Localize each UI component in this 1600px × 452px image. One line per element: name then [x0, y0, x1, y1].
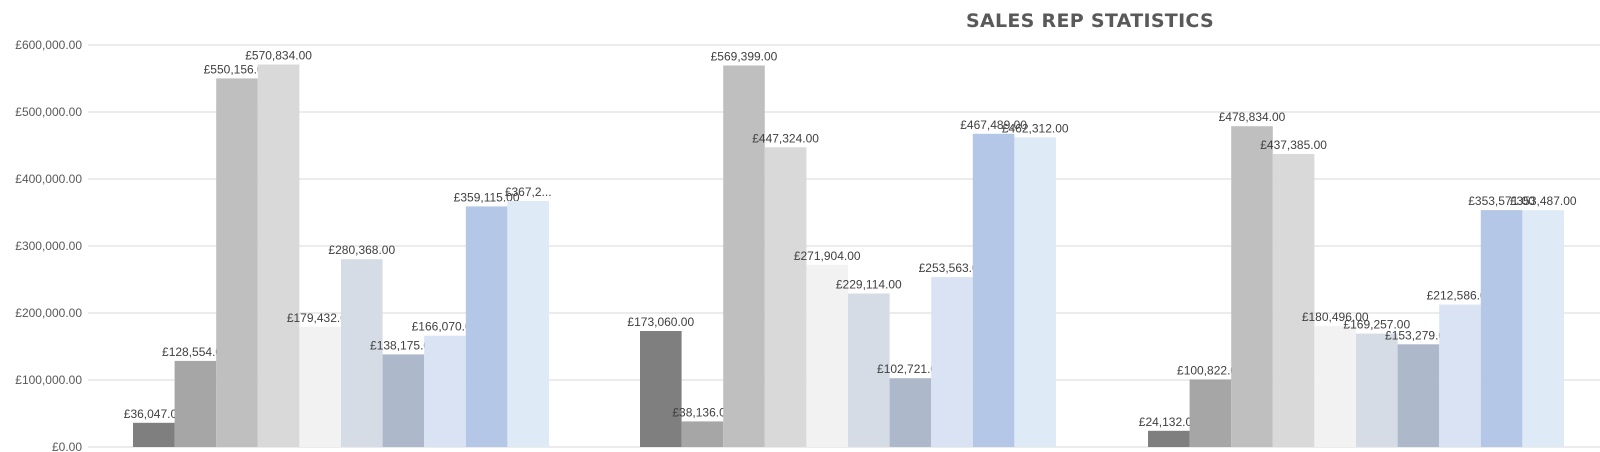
data-label: £447,324.00	[752, 131, 819, 145]
chart-title: SALES REP STATISTICS	[965, 10, 1215, 32]
bar	[681, 421, 724, 447]
y-tick-label: £200,000.00	[15, 306, 82, 320]
data-label: £550,156.00	[204, 62, 271, 76]
bar	[972, 133, 1015, 448]
bar	[216, 78, 258, 448]
data-label: £229,114.00	[836, 278, 902, 292]
bar	[341, 259, 383, 447]
data-label: £173,060.00	[627, 315, 694, 329]
y-tick-label: £500,000.00	[15, 105, 82, 119]
y-tick-label: £600,000.00	[15, 38, 82, 52]
bar	[1272, 154, 1315, 447]
y-tick-label: £300,000.00	[15, 239, 82, 253]
bar	[848, 293, 890, 447]
data-label: £570,834.00	[245, 49, 312, 63]
data-label: £359,115.00	[454, 190, 520, 204]
data-label: £367,2...	[505, 185, 552, 199]
y-tick-label: £100,000.00	[15, 373, 82, 387]
data-label: £169,257.00	[1343, 318, 1410, 332]
data-label: £253,563.00	[919, 261, 986, 275]
bar	[1480, 210, 1523, 447]
bar	[723, 65, 765, 447]
bar	[1356, 333, 1398, 447]
bar	[1314, 326, 1356, 447]
bar	[1397, 344, 1440, 447]
data-label: £179,432.00	[287, 311, 354, 325]
data-label: £280,368.00	[328, 243, 395, 257]
data-label: £36,047.00	[124, 407, 184, 421]
data-label: £128,554.00	[162, 345, 229, 359]
bar	[764, 147, 807, 448]
data-label: £24,132.00	[1139, 415, 1199, 429]
bar	[257, 64, 300, 447]
bar	[1522, 210, 1564, 447]
bar	[382, 354, 425, 447]
data-label: £102,721.00	[877, 362, 944, 376]
data-label: £353,571.00	[1468, 194, 1535, 208]
data-label: £437,385.00	[1260, 138, 1327, 152]
data-label: £153,279.00	[1385, 328, 1452, 342]
y-tick-label: £400,000.00	[15, 172, 82, 186]
bar	[1231, 126, 1273, 447]
bar	[889, 378, 932, 447]
bar	[424, 335, 466, 447]
bar	[507, 201, 549, 447]
data-label: £212,586.00	[1427, 289, 1494, 303]
data-label: £38,136.00	[672, 405, 732, 419]
bar	[1014, 137, 1056, 448]
bar	[465, 206, 508, 447]
bar	[1189, 379, 1232, 447]
data-label: £462,312.00	[1002, 121, 1069, 135]
bar	[806, 264, 848, 447]
data-label: £353,487.00	[1510, 194, 1577, 208]
data-label: £180,496.00	[1302, 310, 1369, 324]
bar	[1148, 430, 1190, 447]
bar	[931, 277, 973, 447]
data-label: £569,399.00	[711, 50, 778, 64]
bar	[174, 360, 217, 447]
y-tick-label: £0.00	[52, 440, 82, 452]
data-label: £166,070.00	[412, 320, 479, 334]
bar	[299, 326, 341, 447]
bar	[640, 331, 682, 447]
data-label: £138,175.00	[370, 338, 437, 352]
bar	[133, 422, 175, 447]
data-label: £271,904.00	[794, 249, 861, 263]
bar	[1439, 304, 1481, 447]
data-label: £467,489.00	[960, 118, 1027, 132]
data-label: £478,834.00	[1219, 110, 1286, 124]
data-label: £100,822.00	[1177, 363, 1244, 377]
